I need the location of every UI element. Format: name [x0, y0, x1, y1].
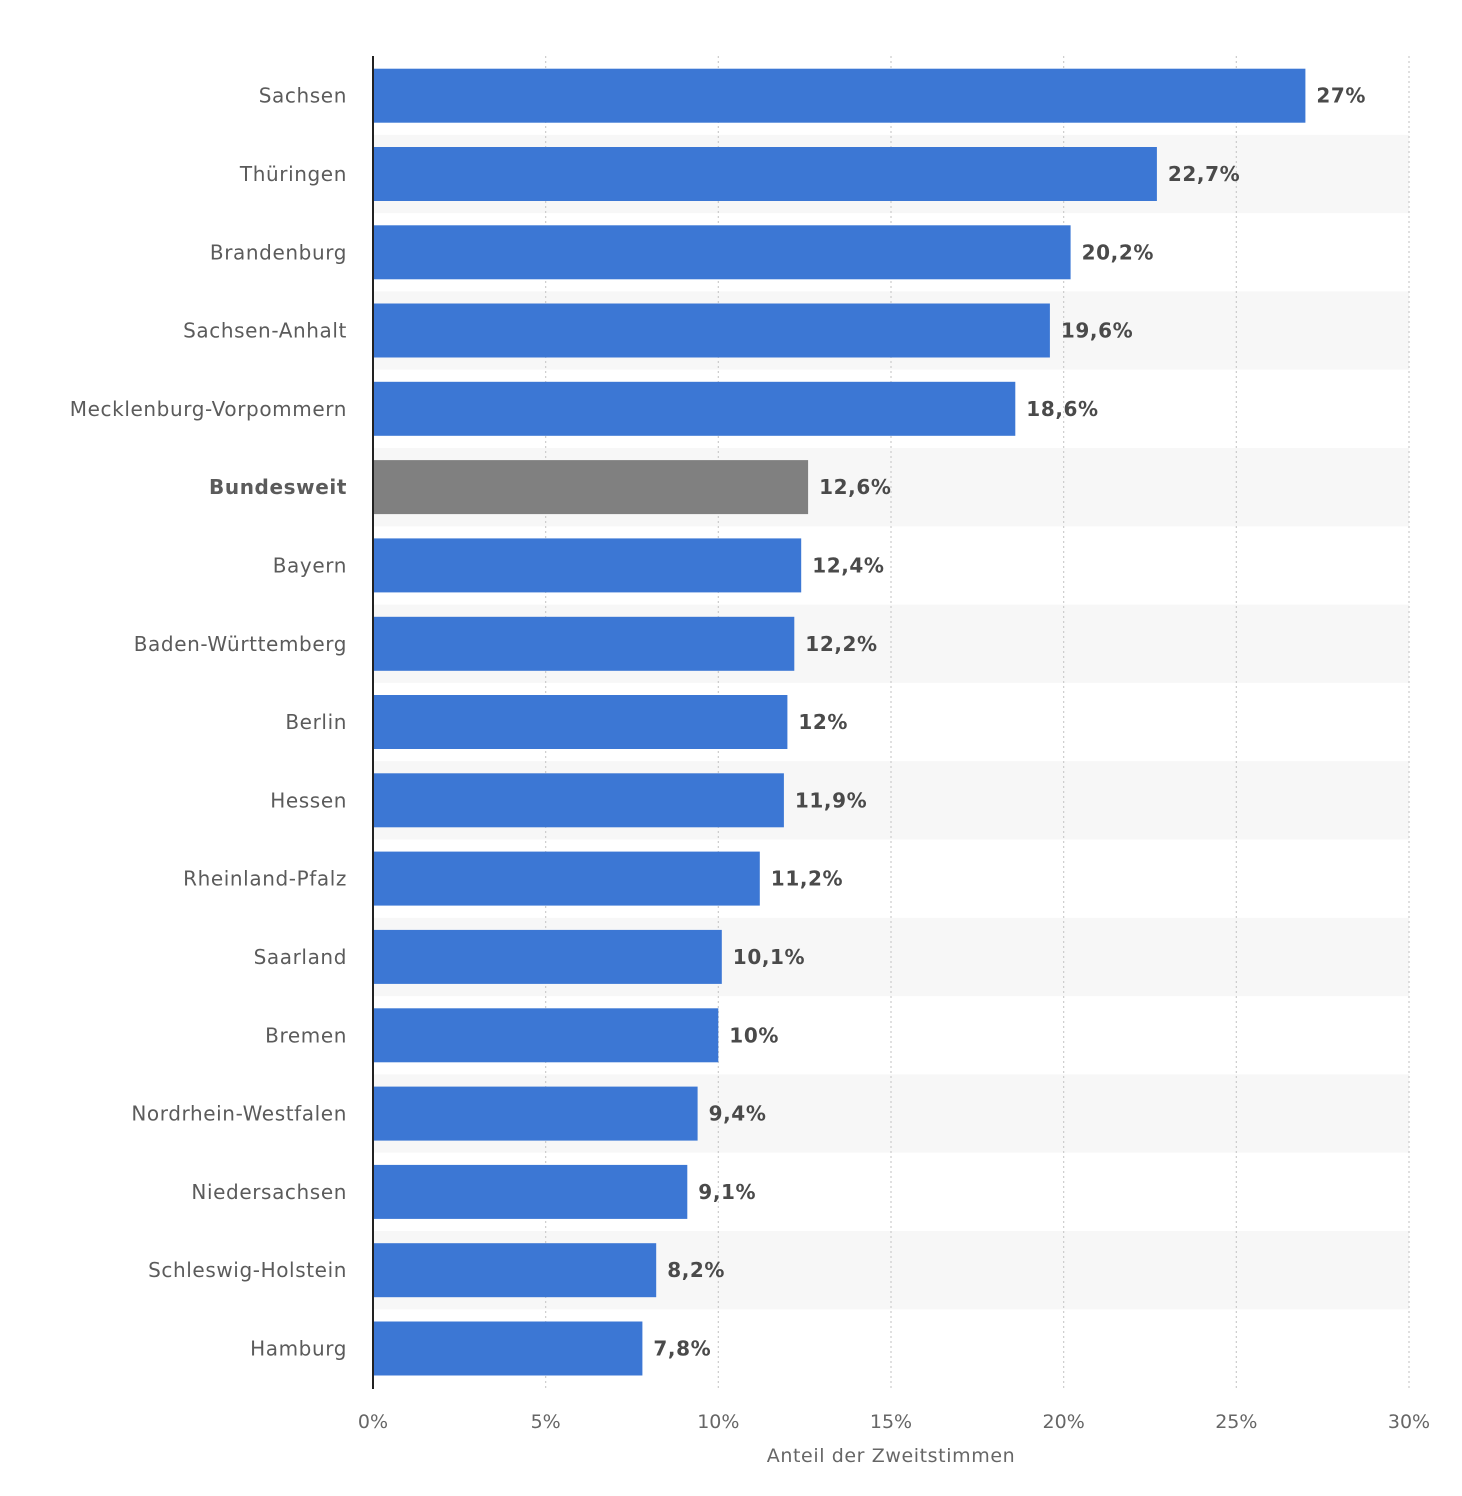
bar-schleswig-holstein — [373, 1243, 657, 1298]
category-label: Niedersachsen — [191, 1180, 347, 1204]
bar-hamburg — [373, 1321, 643, 1376]
bar-sachsen — [373, 68, 1306, 123]
category-label: Rheinland-Pfalz — [183, 867, 347, 891]
category-label: Schleswig-Holstein — [148, 1258, 347, 1282]
category-label: Saarland — [254, 945, 347, 969]
category-label: Baden-Württemberg — [134, 632, 347, 656]
bar-bundesweit — [373, 460, 809, 515]
category-label: Bundesweit — [209, 475, 347, 499]
x-tick-label: 15% — [870, 1411, 912, 1433]
category-label: Mecklenburg-Vorpommern — [70, 397, 347, 421]
value-label: 11,9% — [795, 788, 867, 812]
category-label: Thüringen — [239, 162, 347, 186]
value-label: 12% — [798, 710, 848, 734]
bar-rheinland-pfalz — [373, 851, 760, 906]
bar-bayern — [373, 538, 802, 593]
value-label: 12,6% — [819, 475, 891, 499]
category-label: Nordrhein-Westfalen — [131, 1102, 347, 1126]
bar-sachsen-anhalt — [373, 303, 1050, 358]
value-label: 9,4% — [709, 1102, 767, 1126]
x-tick-label: 0% — [358, 1411, 388, 1433]
category-label: Sachsen — [259, 84, 347, 108]
value-label: 10,1% — [733, 945, 805, 969]
value-label: 20,2% — [1082, 240, 1154, 264]
axes: 0% 5% 10% 15% 20% 25% 30% Anteil der Zweitstimm… — [358, 56, 1430, 1467]
x-axis-title: Anteil der Zweitstimmen — [767, 1445, 1016, 1467]
bar-saarland — [373, 929, 722, 984]
value-label: 22,7% — [1168, 162, 1240, 186]
category-label: Berlin — [285, 710, 347, 734]
value-label: 8,2% — [667, 1258, 725, 1282]
value-label: 27% — [1316, 84, 1366, 108]
x-tick-label: 30% — [1388, 1411, 1430, 1433]
bar-brandenburg — [373, 225, 1071, 280]
x-tick-label: 25% — [1215, 1411, 1257, 1433]
value-label: 7,8% — [653, 1337, 711, 1361]
value-label: 9,1% — [698, 1180, 756, 1204]
category-label: Hessen — [270, 788, 347, 812]
x-tick-label: 5% — [531, 1411, 561, 1433]
value-label: 12,2% — [805, 632, 877, 656]
category-label: Brandenburg — [210, 240, 347, 264]
x-tick-label: 10% — [697, 1411, 739, 1433]
value-label: 10% — [729, 1023, 779, 1047]
bar-mecklenburg-vorpommern — [373, 381, 1016, 436]
bar-niedersachsen — [373, 1164, 688, 1219]
category-label: Bremen — [265, 1023, 347, 1047]
value-label: 19,6% — [1061, 319, 1133, 343]
bar-nordrhein-westfalen — [373, 1086, 698, 1141]
value-label: 18,6% — [1026, 397, 1098, 421]
category-label: Hamburg — [250, 1337, 347, 1361]
bar-thüringen — [373, 147, 1157, 201]
bar-berlin — [373, 695, 788, 749]
labels: Sachsen 27% Thüringen 22,7% Brandenburg 20,2%… — [70, 84, 1366, 1361]
category-label: Bayern — [273, 553, 347, 577]
bar-bremen — [373, 1008, 719, 1063]
value-label: 12,4% — [812, 553, 884, 577]
bar-baden-württemberg — [373, 616, 795, 671]
category-label: Sachsen-Anhalt — [183, 319, 347, 343]
bar-hessen — [373, 773, 784, 828]
bars — [373, 68, 1306, 1376]
value-label: 11,2% — [771, 867, 843, 891]
x-tick-label: 20% — [1043, 1411, 1085, 1433]
